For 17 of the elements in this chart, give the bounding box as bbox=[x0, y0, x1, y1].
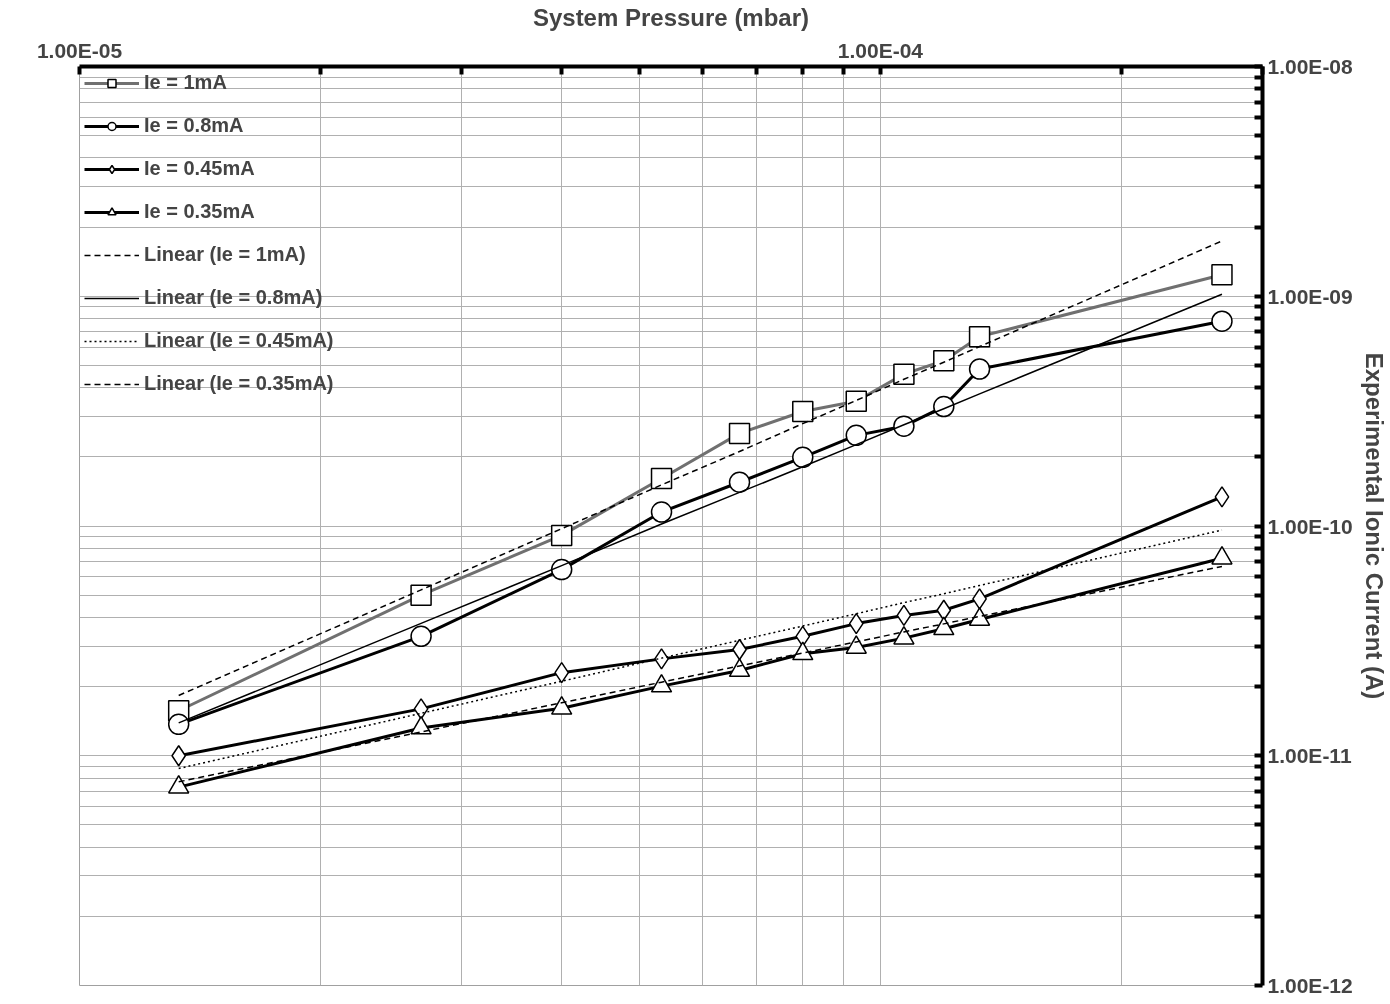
y-tick-label: 1.00E-12 bbox=[1267, 974, 1353, 997]
legend-label: Ie = 0.35mA bbox=[144, 200, 255, 223]
y-axis-title: Experimental Ionic Current (A) bbox=[1360, 352, 1388, 700]
legend-label: Ie = 0.45mA bbox=[144, 157, 255, 180]
x-axis-title: System Pressure (mbar) bbox=[532, 3, 810, 31]
y-tick-label: 1.00E-10 bbox=[1267, 514, 1353, 538]
x-tick-label: 1.00E-04 bbox=[837, 38, 924, 62]
y-tick-label: 1.00E-11 bbox=[1267, 744, 1352, 768]
legend-label: Linear (Ie = 0.45mA) bbox=[144, 329, 334, 352]
legend-label: Linear (Ie = 0.35mA) bbox=[144, 372, 334, 395]
legend-label: Ie = 1mA bbox=[144, 71, 227, 94]
y-tick-label: 1.00E-08 bbox=[1267, 55, 1354, 78]
legend-label: Linear (Ie = 1mA) bbox=[144, 243, 306, 266]
y-tick-label: 1.00E-09 bbox=[1267, 284, 1353, 308]
legend-label: Linear (Ie = 0.8mA) bbox=[144, 286, 323, 309]
legend-label: Ie = 0.8mA bbox=[144, 114, 244, 137]
x-tick-label: 1.00E-05 bbox=[36, 38, 123, 62]
